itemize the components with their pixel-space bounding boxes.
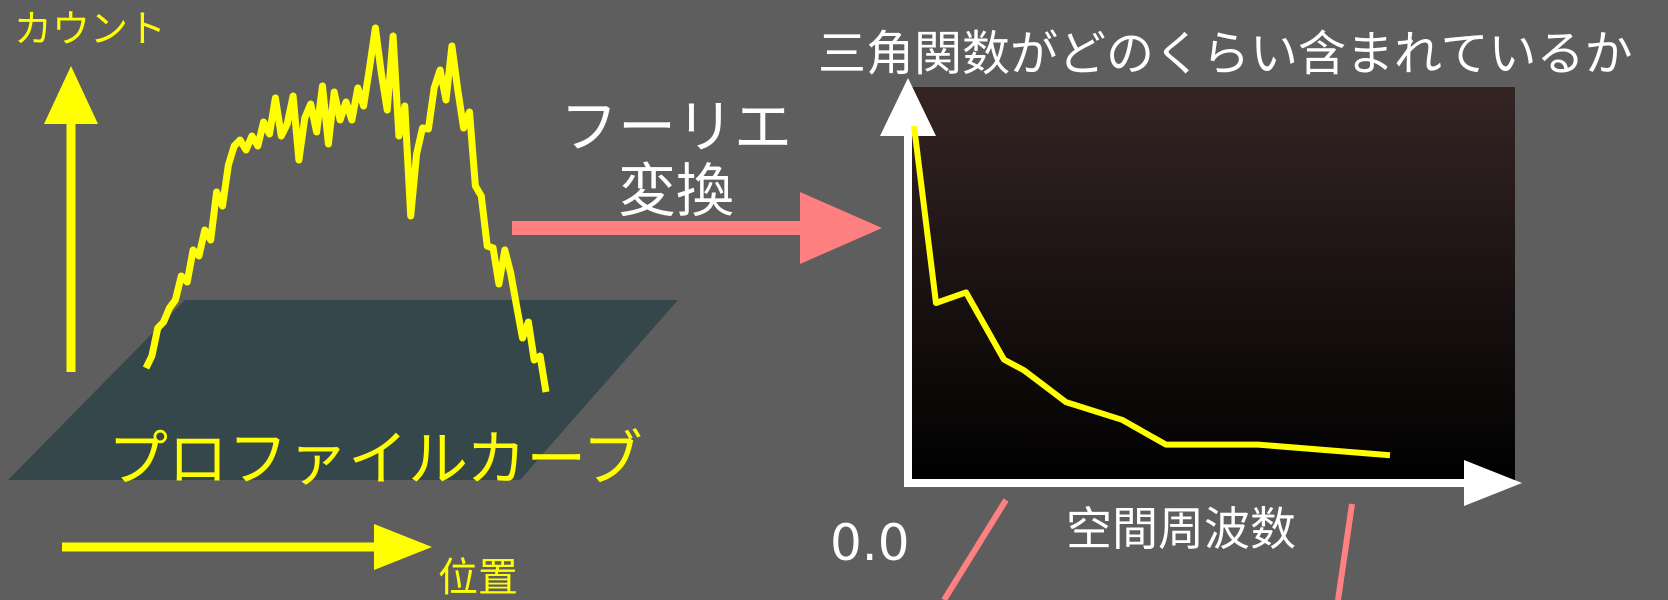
- fourier-transform-label-line1: フーリエ: [560, 93, 793, 161]
- spectrum-x-axis-arrowhead: [1464, 460, 1522, 506]
- profile-curve: [142, 24, 550, 393]
- guide-line-left: [941, 498, 1009, 600]
- spatial-frequency-label: 空間周波数: [1066, 502, 1296, 556]
- position-axis-arrowhead: [374, 524, 432, 570]
- position-axis-label: 位置: [438, 555, 518, 600]
- count-axis-arrowhead: [44, 66, 98, 124]
- spectrum-title: 三角関数がどのくらい含まれているか: [818, 26, 1633, 82]
- count-axis-label: カウント: [14, 7, 167, 51]
- origin-label: 0.0: [830, 514, 910, 572]
- transform-arrow-head: [800, 192, 882, 264]
- spectrum-curve: [911, 125, 1391, 459]
- spectrum-y-axis-arrowhead: [880, 78, 936, 136]
- fourier-transform-label-line2: 変換: [618, 156, 735, 225]
- fourier-transform-label: フーリエ 変換: [560, 93, 793, 225]
- spectrum-plot-area: [910, 87, 1515, 485]
- profile-plane: [8, 300, 678, 480]
- profile-curve-label: プロファイルカーブ: [108, 425, 643, 495]
- guide-line-right: [1335, 503, 1355, 600]
- transform-arrow-shaft: [512, 221, 808, 235]
